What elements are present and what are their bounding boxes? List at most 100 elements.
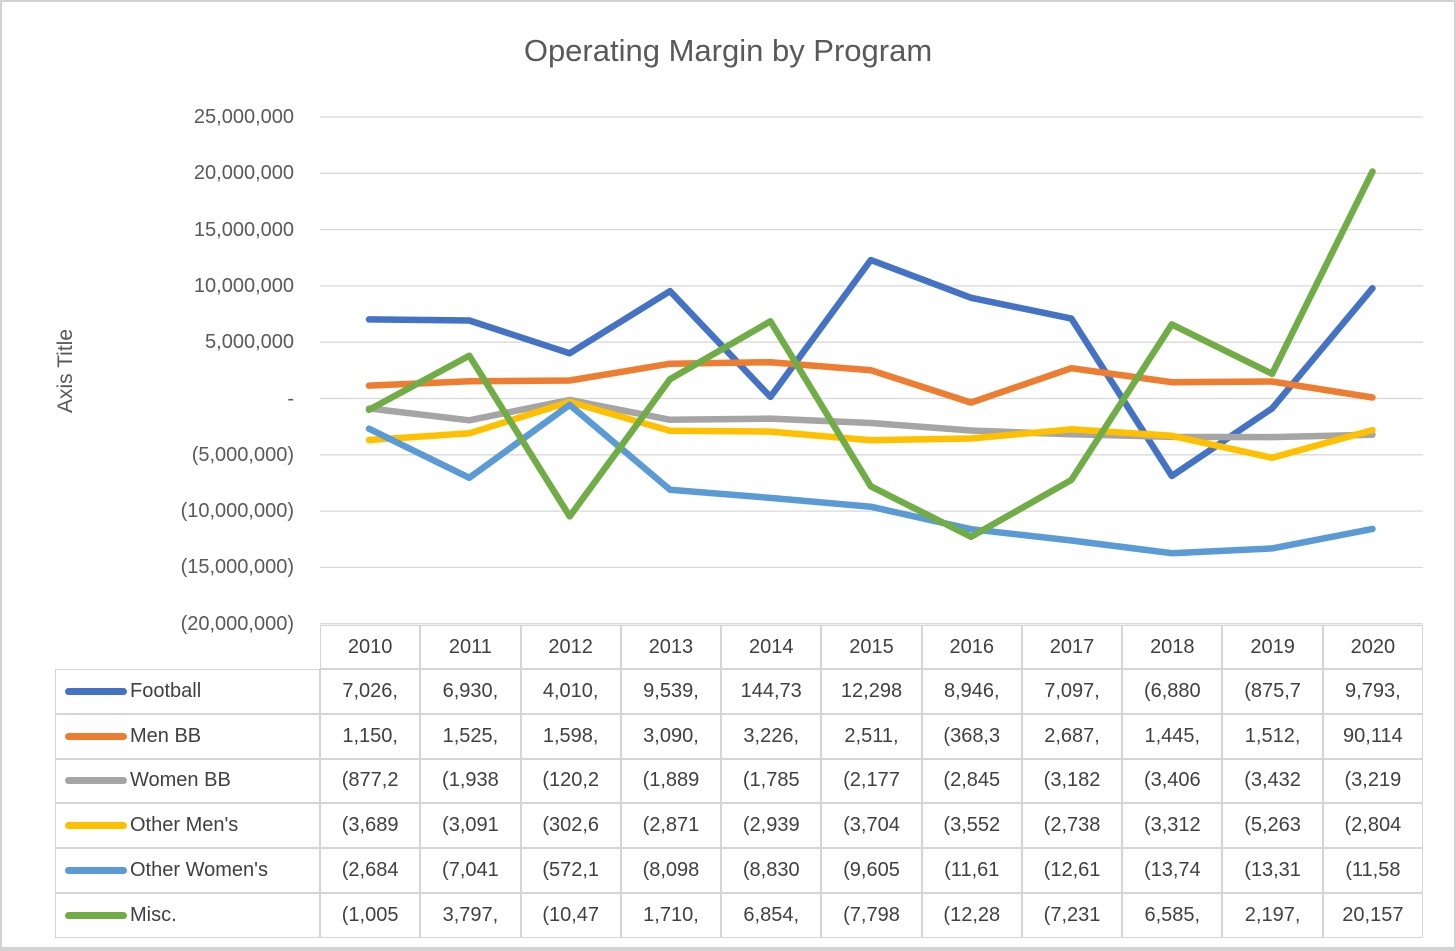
table-value-cell: (3,312 xyxy=(1122,803,1223,849)
table-value-cell: (3,219 xyxy=(1322,758,1423,804)
legend-cell-women-bb: Women BB xyxy=(55,758,320,804)
table-corner-cell xyxy=(55,625,320,669)
legend-swatch-misc xyxy=(65,911,127,919)
table-value-cell: (3,091 xyxy=(420,803,521,849)
legend-label: Misc. xyxy=(130,903,177,926)
y-axis-tick-label: (20,000,000) xyxy=(180,612,294,635)
table-value-cell: 2,511, xyxy=(821,713,922,759)
table-value-cell: 8,946, xyxy=(921,669,1022,714)
table-value-cell: (3,689 xyxy=(320,803,421,849)
series-line-other-men-s xyxy=(365,398,1376,462)
table-value-cell: 1,598, xyxy=(520,713,621,759)
table-value-cell: 90,114 xyxy=(1322,713,1423,759)
series-line-misc xyxy=(365,168,1376,541)
table-value-cell: (1,785 xyxy=(721,758,822,804)
table-value-cell: (3,406 xyxy=(1122,758,1223,804)
legend-label: Women BB xyxy=(130,769,231,792)
year-header-cell: 2016 xyxy=(921,625,1022,669)
table-value-cell: (877,2 xyxy=(320,758,421,804)
year-header-cell: 2015 xyxy=(821,625,922,669)
y-axis-tick-label: 5,000,000 xyxy=(205,331,294,354)
table-value-cell: 1,525, xyxy=(420,713,521,759)
year-header-cell: 2011 xyxy=(420,625,521,669)
table-value-cell: 7,097, xyxy=(1021,669,1123,714)
table-value-cell: (7,231 xyxy=(1021,892,1123,938)
legend-swatch-football xyxy=(65,687,127,695)
table-value-cell: 1,445, xyxy=(1122,713,1223,759)
table-value-cell: (3,704 xyxy=(821,803,922,849)
series-line-men-bb xyxy=(365,358,1376,406)
chart-title: Operating Margin by Program xyxy=(523,33,933,68)
y-axis-tick-label: 20,000,000 xyxy=(193,162,294,185)
table-value-cell: 20,157 xyxy=(1322,892,1423,938)
table-value-cell: (2,845 xyxy=(921,758,1022,804)
table-value-cell: (7,041 xyxy=(420,848,521,893)
legend-label: Other Men's xyxy=(130,814,239,837)
table-value-cell: (2,804 xyxy=(1322,803,1423,849)
table-value-cell: (3,552 xyxy=(921,803,1022,849)
table-value-cell: (8,098 xyxy=(620,848,722,893)
table-value-cell: 1,512, xyxy=(1222,713,1323,759)
table-value-cell: (368,3 xyxy=(921,713,1022,759)
table-value-cell: 144,73 xyxy=(721,669,822,714)
legend-label: Other Women's xyxy=(130,859,268,882)
table-value-cell: (2,871 xyxy=(620,803,722,849)
y-axis-tick-label: (15,000,000) xyxy=(180,556,294,579)
table-value-cell: (6,880 xyxy=(1122,669,1223,714)
table-value-cell: (302,6 xyxy=(520,803,621,849)
table-value-cell: 4,010, xyxy=(520,669,621,714)
legend-label: Men BB xyxy=(130,724,202,747)
y-axis-tick-label: (5,000,000) xyxy=(191,443,294,466)
table-value-cell: 6,585, xyxy=(1122,892,1223,938)
year-header-cell: 2017 xyxy=(1021,625,1123,669)
legend-swatch-other-men-s xyxy=(65,822,127,830)
table-value-cell: 3,226, xyxy=(721,713,822,759)
table-value-cell: (2,738 xyxy=(1021,803,1123,849)
table-value-cell: (1,938 xyxy=(420,758,521,804)
legend-cell-football: Football xyxy=(55,669,320,714)
table-value-cell: (12,61 xyxy=(1021,848,1123,893)
series-line-women-bb xyxy=(365,396,1376,441)
table-value-cell: 1,150, xyxy=(320,713,421,759)
table-value-cell: (9,605 xyxy=(821,848,922,893)
year-header-cell: 2014 xyxy=(721,625,822,669)
legend-cell-other-men-s: Other Men's xyxy=(55,803,320,849)
y-axis-tick-label: - xyxy=(287,387,294,410)
year-header-cell: 2020 xyxy=(1322,625,1423,669)
year-header-cell: 2010 xyxy=(320,625,421,669)
table-value-cell: 9,793, xyxy=(1322,669,1423,714)
table-value-cell: 3,090, xyxy=(620,713,722,759)
chart-data-table: 2010 2011 2012 2013 2014 2015 2016 2017 2018 2019… xyxy=(55,625,1423,938)
table-value-cell: 3,797, xyxy=(420,892,521,938)
plot-area xyxy=(320,116,1423,625)
legend-swatch-other-women-s xyxy=(65,867,127,875)
table-value-cell: (11,58 xyxy=(1322,848,1423,893)
table-value-cell: (5,263 xyxy=(1222,803,1323,849)
table-value-cell: (2,177 xyxy=(821,758,922,804)
legend-swatch-women-bb xyxy=(65,777,127,785)
year-header-cell: 2012 xyxy=(520,625,621,669)
legend-swatch-men-bb xyxy=(65,732,127,740)
table-value-cell: 7,026, xyxy=(320,669,421,714)
series-line-football xyxy=(365,256,1376,480)
table-value-cell: (1,889 xyxy=(620,758,722,804)
y-axis-tick-label: 25,000,000 xyxy=(193,106,294,128)
table-value-cell: (3,432 xyxy=(1222,758,1323,804)
year-header-cell: 2013 xyxy=(620,625,722,669)
legend-cell-men-bb: Men BB xyxy=(55,713,320,759)
table-value-cell: 12,298 xyxy=(821,669,922,714)
table-value-cell: (572,1 xyxy=(520,848,621,893)
table-value-cell: (11,61 xyxy=(921,848,1022,893)
table-value-cell: (1,005 xyxy=(320,892,421,938)
year-header-cell: 2018 xyxy=(1122,625,1223,669)
series-line-other-women-s xyxy=(365,401,1376,557)
legend-cell-misc: Misc. xyxy=(55,892,320,938)
y-axis-tick-label: 15,000,000 xyxy=(193,218,294,241)
table-value-cell: 9,539, xyxy=(620,669,722,714)
table-value-cell: (120,2 xyxy=(520,758,621,804)
table-value-cell: 6,854, xyxy=(721,892,822,938)
table-value-cell: (13,31 xyxy=(1222,848,1323,893)
table-value-cell: 2,197, xyxy=(1222,892,1323,938)
table-value-cell: (2,939 xyxy=(721,803,822,849)
